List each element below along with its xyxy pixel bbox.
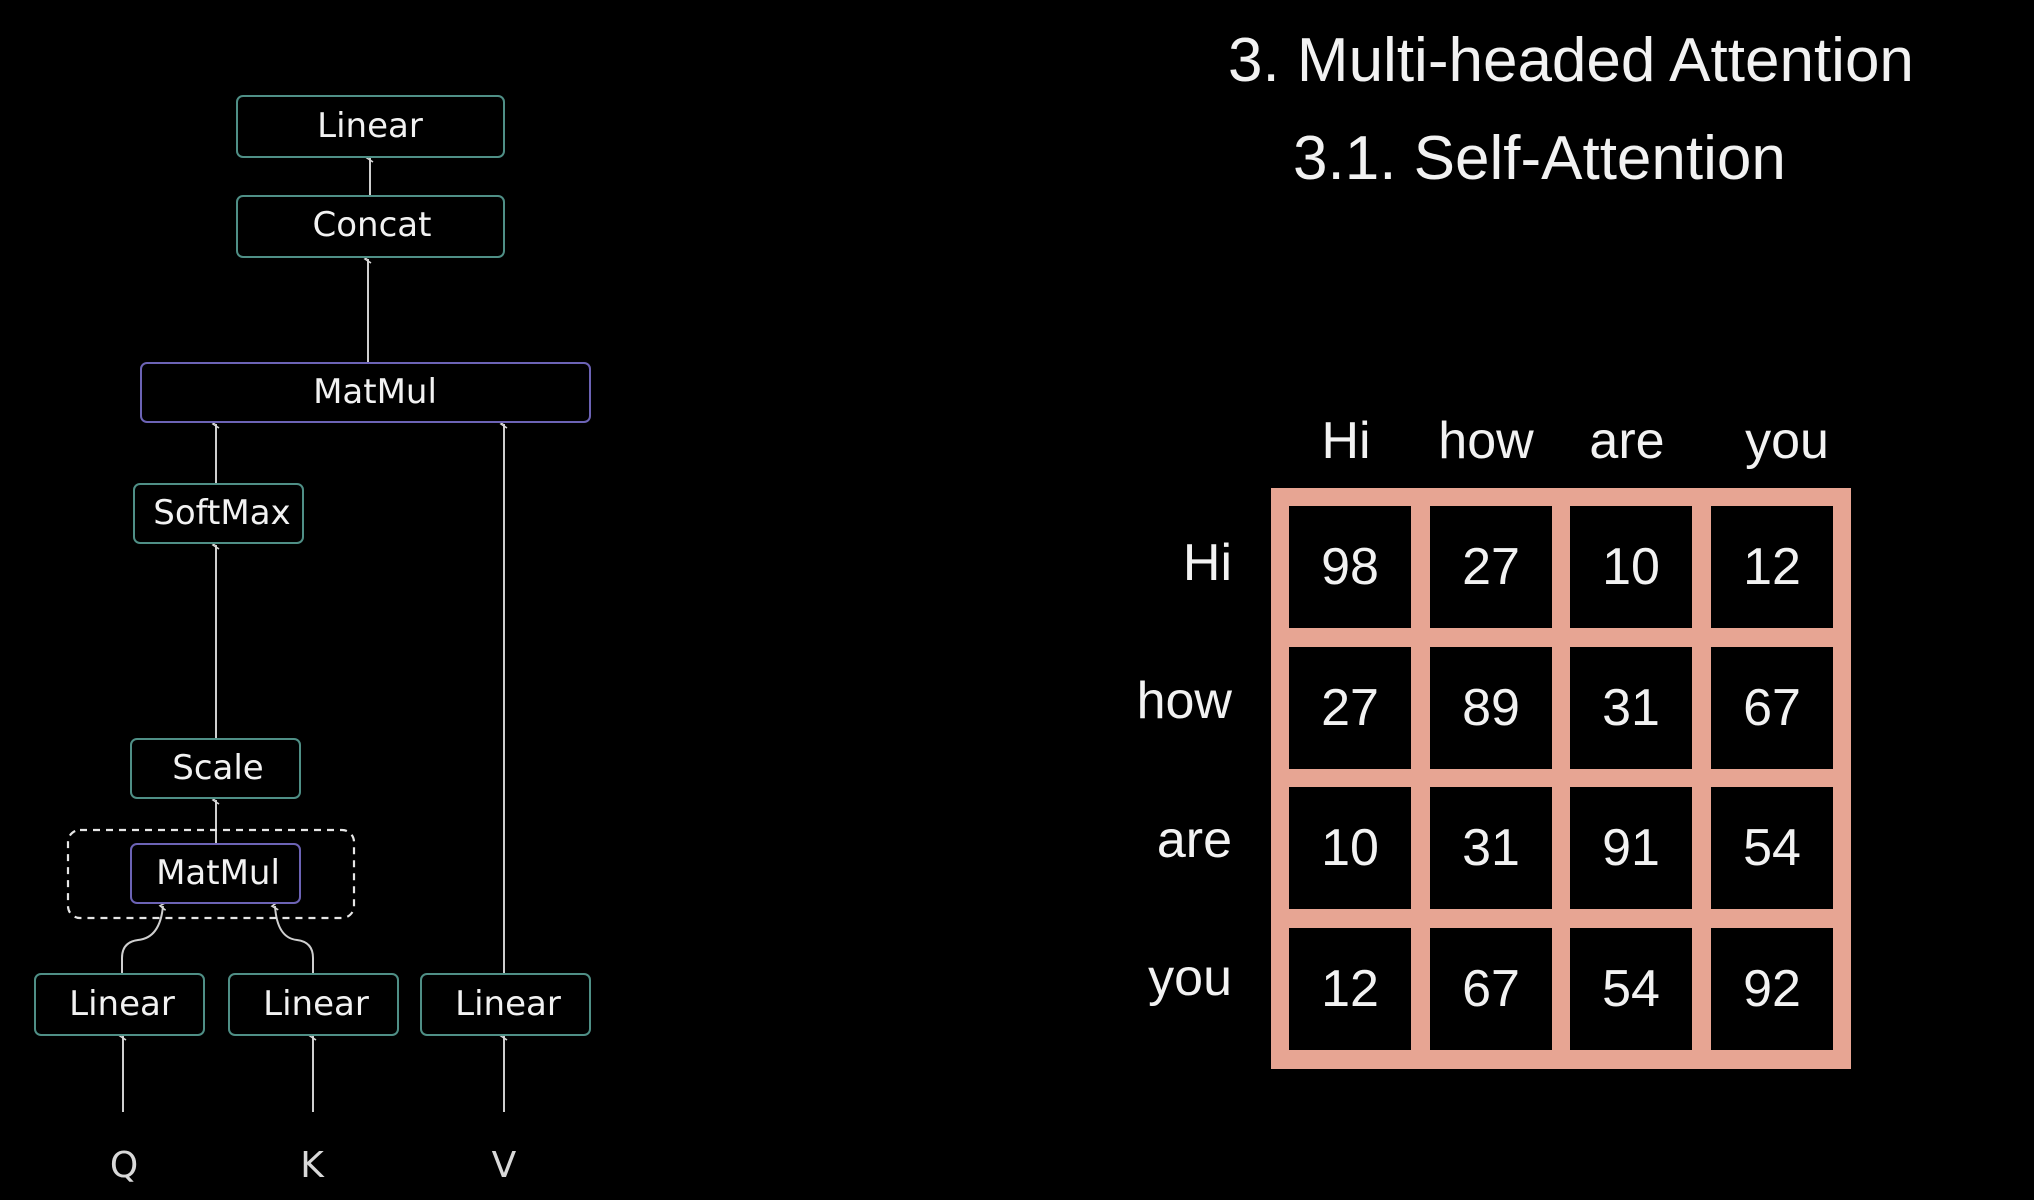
box-label: SoftMax: [153, 493, 290, 533]
box-scale: Scale: [130, 738, 301, 799]
row-header-how: how: [1136, 672, 1232, 730]
box-concat: Concat: [236, 195, 505, 258]
matrix-cell: 12: [1289, 928, 1411, 1050]
matrix-cell: 31: [1430, 787, 1552, 909]
matrix-cell: 89: [1430, 647, 1552, 769]
input-v-label: V: [492, 1145, 517, 1186]
input-k-label: K: [300, 1145, 325, 1186]
box-linear-top: Linear: [236, 95, 505, 158]
row-header-you: you: [1148, 949, 1232, 1007]
box-matmul-inner: MatMul: [130, 843, 301, 904]
box-label: MatMul: [313, 372, 437, 412]
matrix-cell: 92: [1711, 928, 1833, 1050]
matrix-cell: 10: [1289, 787, 1411, 909]
arrow-linear-q-to-matmul: [121, 901, 167, 973]
box-matmul-top: MatMul: [140, 362, 591, 423]
column-header-you: you: [1745, 412, 1829, 470]
box-linear-k: Linear: [228, 973, 399, 1036]
matrix-cell: 31: [1570, 647, 1692, 769]
box-label: Linear: [69, 984, 175, 1024]
column-header-how: how: [1438, 412, 1534, 470]
arrow-linear-k-to-matmul: [270, 901, 314, 973]
column-header-hi: Hi: [1321, 412, 1371, 470]
box-label: Scale: [172, 748, 263, 788]
box-linear-v: Linear: [420, 973, 591, 1036]
slide-subtitle: 3.1. Self-Attention: [1293, 124, 1786, 193]
connector-lines: [118, 153, 508, 1112]
matrix-cell: 67: [1711, 647, 1833, 769]
box-label: Linear: [455, 984, 561, 1024]
matrix-cell: 12: [1711, 506, 1833, 628]
scaled-dot-product-group: [66, 828, 356, 920]
box-label: Linear: [317, 106, 423, 146]
matrix-cell: 27: [1430, 506, 1552, 628]
matrix-cell: 27: [1289, 647, 1411, 769]
matrix-cell: 67: [1430, 928, 1552, 1050]
matrix-cell: 98: [1289, 506, 1411, 628]
matrix-cell: 91: [1570, 787, 1692, 909]
box-linear-q: Linear: [34, 973, 205, 1036]
box-label: Linear: [263, 984, 369, 1024]
row-header-are: are: [1156, 811, 1232, 869]
input-q-label: Q: [110, 1145, 138, 1186]
column-header-are: are: [1589, 412, 1665, 470]
matrix-cell: 54: [1711, 787, 1833, 909]
matrix-cell: 10: [1570, 506, 1692, 628]
row-header-hi: Hi: [1182, 534, 1232, 592]
box-label: Concat: [313, 205, 432, 245]
attention-matrix: 98 27 10 12 27 89 31 67 10 31 91 54 12 6…: [1271, 488, 1851, 1069]
box-label: MatMul: [156, 853, 280, 893]
matrix-cell: 54: [1570, 928, 1692, 1050]
box-softmax: SoftMax: [133, 483, 304, 544]
slide-title: 3. Multi-headed Attention: [1228, 26, 1914, 95]
